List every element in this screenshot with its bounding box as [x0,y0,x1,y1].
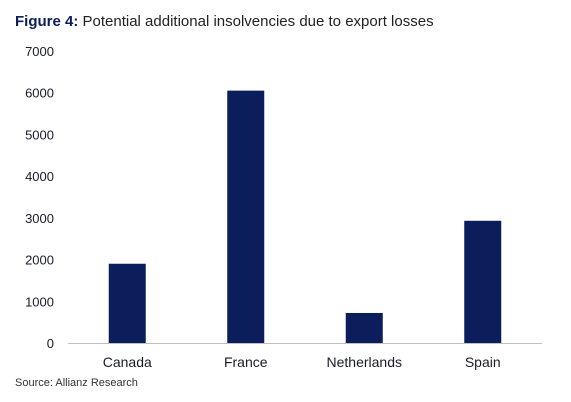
bar-canada [108,263,146,343]
y-tick-label: 6000 [25,86,54,101]
y-tick-label: 2000 [25,253,54,268]
figure-label: Figure 4: [15,13,79,30]
y-tick-label: 4000 [25,169,54,184]
y-axis: 0 1000 2000 3000 4000 5000 6000 7000 [25,44,54,351]
bar-france [227,90,265,343]
chart-title: Figure 4: Potential additional insolvenc… [15,13,434,30]
source-note: Source: Allianz Research [15,377,138,389]
y-tick-label: 7000 [25,44,54,59]
y-tick-label: 5000 [25,127,54,142]
x-axis: Canada France Netherlands Spain [103,354,501,370]
x-tick-label: Netherlands [327,354,403,370]
bars-group [108,90,502,343]
bar-netherlands [345,312,383,343]
bar-spain [464,220,502,343]
y-tick-label: 3000 [25,211,54,226]
y-tick-label: 1000 [25,294,54,309]
x-tick-label: France [224,354,268,370]
figure-title-text: Potential additional insolvencies due to… [82,13,434,30]
x-tick-label: Canada [103,354,152,370]
x-tick-label: Spain [465,354,501,370]
y-tick-label: 0 [47,336,54,351]
